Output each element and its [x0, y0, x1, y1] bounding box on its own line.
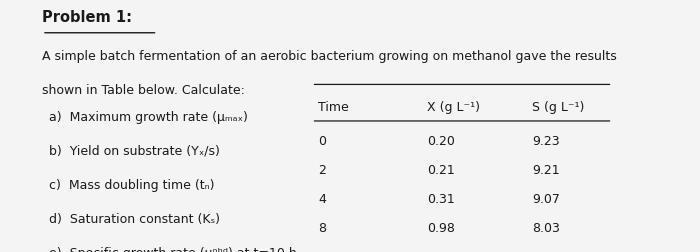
Text: c)  Mass doubling time (tₙ): c) Mass doubling time (tₙ) [49, 179, 214, 192]
Text: 9.07: 9.07 [532, 193, 560, 206]
Text: 2: 2 [318, 164, 326, 177]
Text: 0.98: 0.98 [427, 222, 455, 235]
Text: 1.77: 1.77 [427, 251, 455, 252]
Text: Problem 1:: Problem 1: [42, 10, 132, 25]
Text: S (g L⁻¹): S (g L⁻¹) [532, 101, 584, 114]
Text: 9.23: 9.23 [532, 135, 559, 148]
Text: b)  Yield on substrate (Yₓ/s): b) Yield on substrate (Yₓ/s) [49, 145, 220, 158]
Text: 0.21: 0.21 [427, 164, 455, 177]
Text: A simple batch fermentation of an aerobic bacterium growing on methanol gave the: A simple batch fermentation of an aerobi… [42, 50, 617, 64]
Text: 10: 10 [318, 251, 335, 252]
Text: 9.21: 9.21 [532, 164, 559, 177]
Text: 8: 8 [318, 222, 326, 235]
Text: 4: 4 [318, 193, 326, 206]
Text: Time: Time [318, 101, 349, 114]
Text: d)  Saturation constant (Kₛ): d) Saturation constant (Kₛ) [49, 213, 220, 226]
Text: 0.31: 0.31 [427, 193, 455, 206]
Text: e)  Specific growth rate (μᵒᵇᵈ) at t=10 h: e) Specific growth rate (μᵒᵇᵈ) at t=10 h [49, 247, 297, 252]
Text: 6.80: 6.80 [532, 251, 560, 252]
Text: shown in Table below. Calculate:: shown in Table below. Calculate: [42, 84, 245, 98]
Text: 8.03: 8.03 [532, 222, 560, 235]
Text: a)  Maximum growth rate (μₘₐₓ): a) Maximum growth rate (μₘₐₓ) [49, 111, 248, 124]
Text: X (g L⁻¹): X (g L⁻¹) [427, 101, 480, 114]
Text: 0.20: 0.20 [427, 135, 455, 148]
Text: 0: 0 [318, 135, 326, 148]
